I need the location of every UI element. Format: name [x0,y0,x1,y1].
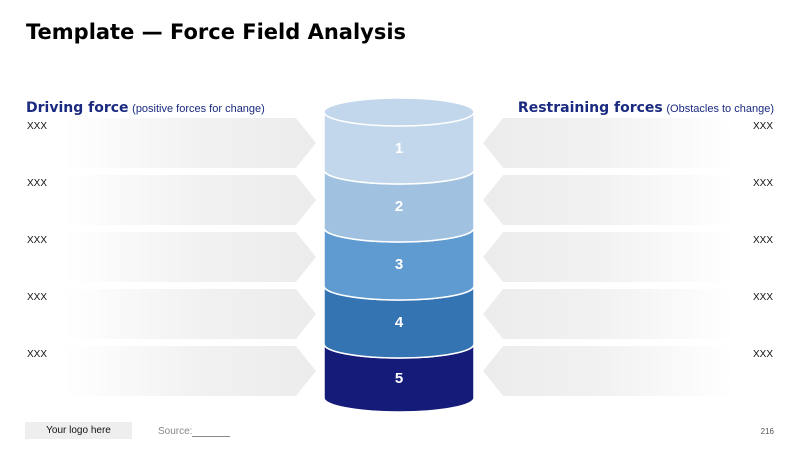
driving-force-label: Driving force [26,100,129,116]
driving-item-2: XXX [27,178,48,189]
driving-force-subtitle: (positive forces for change) [132,103,265,115]
driving-arrow-4 [64,289,316,339]
cylinder-layer-5 [323,343,475,413]
restraining-item-4: XXX [752,292,773,303]
driving-item-4: XXX [27,292,48,303]
restraining-arrow-3 [483,232,735,282]
driving-arrow-2 [64,175,316,225]
restraining-arrow-1 [483,118,735,168]
driving-arrow-1 [64,118,316,168]
restraining-forces-label: Restraining forces [517,100,663,116]
cylinder-layer-4 [323,285,475,359]
restraining-forces-subtitle: (Obstacles to change) [666,103,774,115]
restraining-forces-header: Restraining forces (Obstacles to change) [518,100,774,116]
source-note: Source: [158,426,231,437]
cylinder-layer-1-top [323,97,475,127]
page-number: 216 [760,427,774,436]
logo-placeholder: Your logo here [25,422,132,439]
source-blank-line [192,427,231,437]
cylinder-layer-5-label: 5 [395,370,403,387]
page-title: Template — Force Field Analysis [26,20,407,44]
restraining-arrow-4 [483,289,735,339]
driving-arrow-3 [64,232,316,282]
restraining-arrow-2 [483,175,735,225]
restraining-item-2: XXX [752,178,773,189]
restraining-item-5: XXX [752,349,773,360]
cylinder-layer-2-label: 2 [395,198,403,215]
restraining-item-3: XXX [752,235,773,246]
restraining-arrow-5 [483,346,735,396]
cylinder-layer-1-label: 1 [395,140,403,157]
cylinder-layer-3-label: 3 [395,256,403,273]
cylinder-layer-2 [323,169,475,243]
cylinder-layer-3 [323,227,475,301]
driving-item-3: XXX [27,235,48,246]
source-label: Source: [158,426,193,437]
driving-arrow-5 [64,346,316,396]
driving-item-1: XXX [27,121,48,132]
cylinder-layer-4-label: 4 [395,314,404,331]
cylinder-layer-1 [323,111,475,185]
driving-force-header: Driving force (positive forces for chang… [26,100,265,116]
restraining-item-1: XXX [752,121,773,132]
driving-item-5: XXX [27,349,48,360]
